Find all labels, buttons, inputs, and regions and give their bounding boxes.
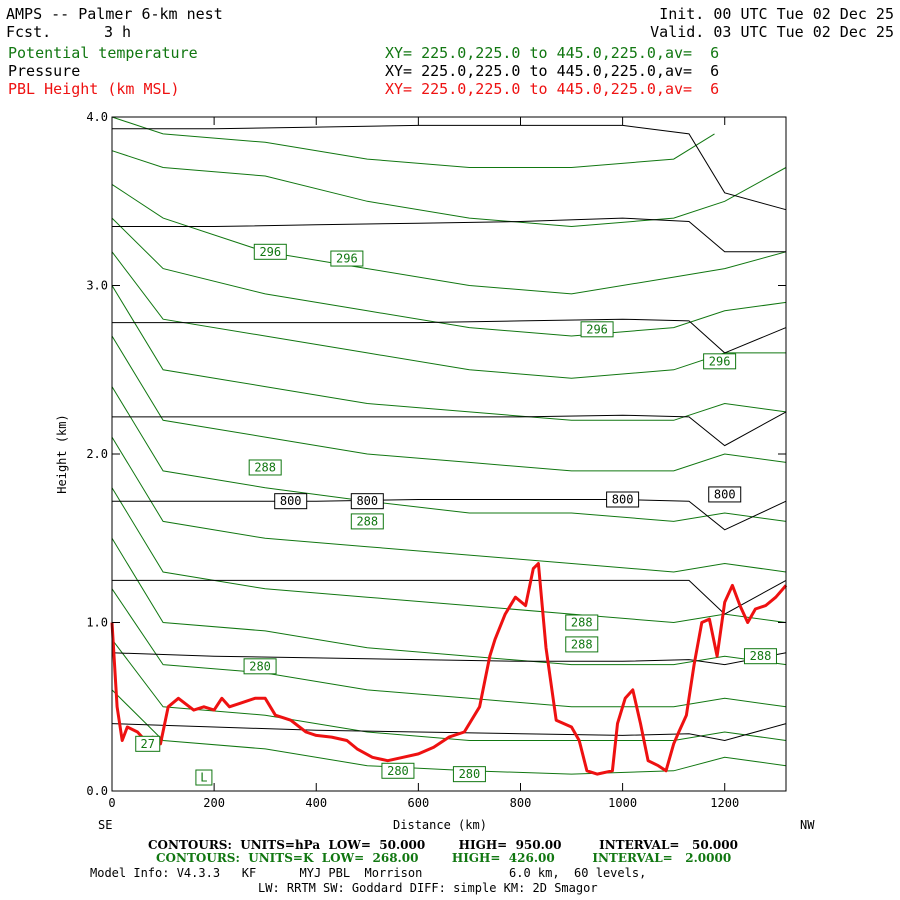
- x-left-end-label: SE: [98, 818, 112, 832]
- theta-label-4: 288: [254, 460, 276, 474]
- field-xy-theta: XY= 225.0,225.0 to 445.0,225.0,av= 6: [385, 44, 720, 62]
- footer-contours-pressure: CONTOURS: UNITS=hPa LOW= 50.000 HIGH= 95…: [148, 838, 738, 852]
- init-time: Init. 00 UTC Tue 02 Dec 25: [659, 5, 894, 23]
- theta-line-10: [111, 538, 787, 666]
- isobar-0: [112, 124, 787, 211]
- x-tick-label-0: 0: [108, 796, 115, 810]
- x-tick-label-2: 400: [305, 796, 327, 810]
- theta-label-9-box: [243, 658, 277, 675]
- pressure-label-3: 800: [714, 487, 736, 501]
- theta-label-0-box: [253, 243, 287, 260]
- theta-label-4-box: [248, 459, 282, 476]
- field-xy-pbl: XY= 225.0,225.0 to 445.0,225.0,av= 6: [385, 80, 720, 98]
- isobar-5: [112, 579, 787, 615]
- theta-label-11-box: [452, 766, 486, 783]
- pressure-label-0: 800: [280, 494, 302, 508]
- footer-model-info: Model Info: V4.3.3 KF MYJ PBL Morrison 6…: [90, 866, 647, 880]
- theta-isentropes: [111, 116, 787, 775]
- x-tick-label-4: 800: [510, 796, 532, 810]
- theta-label-2: 296: [586, 322, 608, 336]
- x-tick-label-6: 1200: [710, 796, 739, 810]
- theta-label-11: 280: [459, 767, 481, 781]
- cross-section-chart: 296 296 296 296 288 288 288 288 288 280 280 280 27 80…: [55, 110, 815, 832]
- isobar-4: [112, 499, 787, 531]
- pbl-height-line: [110, 562, 788, 776]
- theta-label-8: 288: [750, 649, 772, 663]
- theta-line-1: [111, 150, 787, 228]
- pressure-isobars: [111, 124, 787, 742]
- field-name-pbl: PBL Height (km MSL): [8, 80, 180, 98]
- theta-label-8-box: [743, 648, 777, 665]
- low-pressure-marker-box: [195, 769, 213, 786]
- pressure-label-0-box: [274, 493, 308, 510]
- theta-label-6-box: [565, 614, 599, 631]
- x-tick-label-3: 600: [408, 796, 430, 810]
- fcst-label: Fcst.: [6, 23, 52, 41]
- theta-line-11: [111, 588, 787, 708]
- theta-label-6: 288: [571, 616, 593, 630]
- pressure-label-1-box: [350, 493, 384, 510]
- theta-line-9: [111, 487, 787, 624]
- y-tick-label-4: 4.0: [86, 110, 108, 124]
- theta-label-1: 296: [336, 252, 358, 266]
- theta-label-12: 27: [141, 737, 155, 751]
- y-tick-label-2: 2.0: [86, 447, 108, 461]
- theta-label-0: 296: [259, 245, 281, 259]
- theta-label-9: 280: [249, 659, 271, 673]
- plot-frame: [111, 116, 787, 792]
- x-tick-label-1: 200: [203, 796, 225, 810]
- theta-label-7: 288: [571, 637, 593, 651]
- footer-contours-theta: CONTOURS: UNITS=K LOW= 268.00 HIGH= 426.…: [156, 851, 732, 865]
- title-left: AMPS -- Palmer 6-km nest: [6, 5, 223, 23]
- theta-label-5-box: [350, 513, 384, 530]
- pressure-label-1: 800: [356, 494, 378, 508]
- x-tick-label-5: 1000: [608, 796, 637, 810]
- x-right-end-label: NW: [800, 818, 815, 832]
- field-xy-pressure: XY= 225.0,225.0 to 445.0,225.0,av= 6: [385, 62, 720, 80]
- theta-line-5: [111, 285, 787, 421]
- theta-line-4: [111, 251, 786, 379]
- footer-physics-info: LW: RRTM SW: Goddard DIFF: simple KM: 2D…: [258, 881, 598, 895]
- theta-label-3: 296: [709, 354, 731, 368]
- isobar-1: [112, 217, 786, 253]
- theta-label-12-box: [135, 735, 161, 752]
- pressure-label-2-box: [606, 491, 640, 508]
- y-tick-label-0: 0.0: [86, 784, 108, 798]
- y-tick-label-1: 1.0: [86, 616, 108, 630]
- isobar-7: [111, 723, 787, 742]
- y-axis-label: Height (km): [55, 414, 69, 493]
- theta-line-6: [111, 335, 787, 472]
- theta-label-5: 288: [356, 514, 378, 528]
- x-axis-label: Distance (km): [393, 818, 487, 832]
- pressure-label-2: 800: [612, 492, 634, 506]
- isobar-3: [112, 411, 787, 447]
- theta-label-7-box: [565, 636, 599, 653]
- theta-line-0: [111, 116, 715, 168]
- field-name-pressure: Pressure: [8, 62, 81, 80]
- theta-label-3-box: [703, 353, 737, 370]
- pressure-label-3-box: [708, 486, 742, 503]
- fcst-value: 3 h: [104, 23, 132, 41]
- isobar-2: [112, 318, 787, 354]
- field-name-theta: Potential temperature: [8, 44, 198, 62]
- contour-labels: 296 296 296 296 288 288 288 288 288 280 280 280 27 80…: [135, 243, 777, 786]
- theta-line-8: [111, 436, 787, 573]
- theta-label-10-box: [381, 762, 415, 779]
- theta-label-2-box: [580, 321, 614, 338]
- y-tick-label-3: 3.0: [86, 279, 108, 293]
- theta-line-3: [111, 217, 787, 337]
- theta-label-1-box: [330, 250, 364, 267]
- theta-line-13: [111, 689, 787, 775]
- axis-ticks: 0 200 400 600 800 1000 1200 0.0 1.0 2.0 3.0 4.0: [86, 110, 786, 810]
- low-pressure-marker: L: [200, 771, 207, 785]
- pbl-height-series: [110, 562, 788, 776]
- isobar-6: [111, 652, 787, 666]
- theta-label-10: 280: [387, 764, 409, 778]
- theta-line-2: [111, 183, 787, 295]
- valid-time: Valid. 03 UTC Tue 02 Dec 25: [650, 23, 894, 41]
